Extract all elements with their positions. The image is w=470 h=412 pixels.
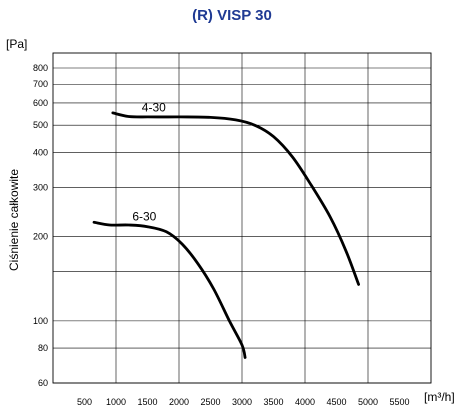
y-tick-label: 60 <box>38 378 48 388</box>
chart-title: (R) VISP 30 <box>192 7 272 24</box>
series-label-4-30: 4-30 <box>142 100 166 114</box>
y-tick-label: 100 <box>33 316 48 326</box>
y-axis-unit: [Pa] <box>6 37 27 51</box>
x-tick-label: 5500 <box>389 397 409 407</box>
y-tick-label: 400 <box>33 147 48 157</box>
x-tick-label: 1500 <box>137 397 157 407</box>
y-tick-label: 500 <box>33 120 48 130</box>
x-axis-unit: [m³/h] <box>424 390 455 404</box>
y-axis-label: Ciśnienie całkowite <box>7 169 21 271</box>
y-tick-label: 300 <box>33 182 48 192</box>
x-tick-label: 1000 <box>106 397 126 407</box>
x-tick-labels: 500 1000 1500 2000 2500 3000 3500 4000 4500 5000 5… <box>77 397 410 407</box>
y-tick-labels: 60 80 100 200 300 400 500 600 700 800 <box>33 63 48 388</box>
y-tick-label: 600 <box>33 98 48 108</box>
x-tick-label: 3000 <box>232 397 252 407</box>
y-tick-label: 80 <box>38 343 48 353</box>
series-line-6-30 <box>92 220 247 359</box>
x-tick-label: 4500 <box>326 397 346 407</box>
x-tick-label: 4000 <box>295 397 315 407</box>
series-layer: 4-30 6-30 <box>92 100 360 359</box>
x-tick-label: 3500 <box>263 397 283 407</box>
x-tick-label: 2500 <box>200 397 220 407</box>
grid <box>53 53 431 384</box>
y-tick-label: 200 <box>33 232 48 242</box>
series-line-4-30 <box>111 111 360 286</box>
series-label-6-30: 6-30 <box>132 210 156 224</box>
y-tick-label: 700 <box>33 79 48 89</box>
x-tick-label: 2000 <box>169 397 189 407</box>
y-tick-label: 800 <box>33 63 48 73</box>
plot-frame <box>52 52 432 384</box>
x-tick-label: 500 <box>77 397 92 407</box>
x-tick-label: 5000 <box>358 397 378 407</box>
